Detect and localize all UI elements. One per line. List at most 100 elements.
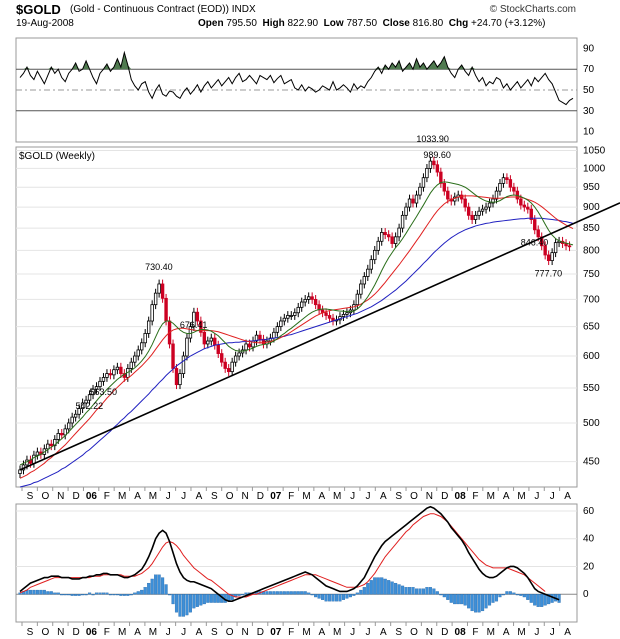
price-annotation: 846.40: [521, 238, 549, 248]
month-tick-label: A: [564, 627, 571, 638]
macd-tick-label: 20: [583, 561, 595, 572]
macd-histogram-bar: [241, 594, 245, 596]
candle-body: [508, 179, 513, 188]
macd-histogram-bar: [282, 591, 286, 595]
macd-histogram-bar: [60, 594, 64, 596]
macd-histogram-bar: [484, 594, 488, 609]
candle-body: [192, 311, 196, 328]
macd-tick-label: 40: [583, 534, 595, 545]
month-tick-label: A: [134, 491, 141, 502]
candle-body: [80, 402, 85, 409]
macd-histogram-bar: [192, 594, 196, 609]
macd-histogram-bar: [126, 594, 130, 596]
candle-body: [146, 320, 151, 334]
candle-body: [91, 388, 95, 396]
candle-body: [425, 167, 429, 179]
candle-body: [244, 343, 248, 351]
month-tick-label: J: [181, 627, 186, 638]
candle-body: [108, 373, 113, 376]
month-tick-label: A: [134, 627, 141, 638]
rsi-tick-label: 30: [583, 106, 595, 117]
high-value: 822.90: [287, 18, 319, 29]
macd-histogram-bar: [265, 591, 269, 595]
macd-histogram-bar: [477, 594, 481, 613]
macd-histogram-bar: [331, 594, 335, 602]
open-value: 795.50: [226, 18, 257, 29]
macd-histogram-bar: [293, 591, 297, 595]
price-tick-label: 800: [583, 245, 600, 256]
candle-body: [286, 315, 290, 319]
month-tick-label: O: [41, 491, 49, 502]
candle-body: [63, 428, 67, 436]
macd-histogram-bar: [143, 587, 147, 595]
candle-body: [213, 337, 217, 346]
candle-body: [77, 408, 81, 415]
price-tick-label: 600: [583, 351, 600, 362]
macd-histogram-bar: [557, 594, 561, 603]
candle-body: [233, 355, 238, 363]
macd-histogram-bar: [77, 594, 81, 596]
month-tick-label: D: [257, 491, 264, 502]
month-tick-label: S: [211, 627, 218, 638]
candle-body: [366, 268, 370, 277]
macd-histogram-bar: [133, 592, 137, 595]
rsi-tick-label: 50: [583, 85, 595, 96]
macd-histogram-bar: [453, 594, 457, 605]
candle-body: [491, 198, 495, 204]
open-label: Open: [198, 18, 224, 29]
candle-body: [393, 236, 398, 244]
macd-histogram-bar: [181, 594, 186, 617]
candle-body: [282, 317, 287, 322]
candle-body: [345, 312, 349, 315]
macd-histogram-bar: [32, 589, 36, 595]
candle-body: [164, 297, 168, 322]
candle-body: [178, 373, 182, 386]
macd-histogram-bar: [268, 591, 272, 595]
macd-histogram-bar: [512, 592, 516, 595]
macd-histogram-bar: [508, 591, 512, 595]
month-tick-label: A: [196, 491, 203, 502]
macd-histogram-bar: [341, 594, 346, 600]
candle-body: [414, 194, 419, 204]
price-tick-label: 950: [583, 182, 600, 193]
candle-body: [407, 198, 412, 208]
macd-histogram-bar: [307, 592, 311, 595]
macd-histogram-bar: [122, 594, 126, 596]
macd-histogram-bar: [359, 589, 363, 595]
macd-panel-frame: [15, 503, 578, 623]
macd-histogram-bar: [202, 594, 206, 605]
month-tick-label: J: [181, 491, 186, 502]
rsi-tick-label: 70: [583, 64, 595, 75]
macd-histogram-bar: [174, 594, 179, 613]
macd-histogram-bar: [279, 591, 283, 595]
candle-body: [296, 306, 300, 314]
price-tick-label: 750: [583, 269, 600, 280]
macd-histogram-bar: [515, 594, 519, 596]
macd-histogram-bar: [414, 588, 419, 595]
candle-body: [115, 366, 120, 371]
candle-body: [66, 422, 71, 430]
candle-body: [543, 245, 547, 256]
month-tick-label: M: [487, 627, 495, 638]
candle-body: [105, 373, 109, 378]
macd-histogram-bar: [53, 592, 57, 595]
candle-body: [498, 182, 502, 192]
candle-body: [237, 352, 241, 357]
candle-body: [223, 361, 227, 369]
month-tick-label: J: [166, 627, 171, 638]
macd-histogram-bar: [67, 594, 71, 596]
price-annotation: 1033.90: [416, 134, 449, 144]
macd-histogram-bar: [467, 594, 471, 609]
candle-body: [390, 236, 394, 244]
macd-histogram-bar: [206, 594, 210, 603]
candle-body: [355, 293, 360, 306]
candle-body: [470, 214, 474, 220]
price-annotation: 542.22: [76, 401, 104, 411]
price-annotation: 777.70: [535, 269, 563, 279]
price-tick-label: 1050: [583, 145, 606, 156]
month-tick-label: M: [333, 627, 341, 638]
macd-histogram-bar: [380, 577, 384, 595]
candle-body: [466, 206, 471, 216]
candle-body: [140, 342, 144, 351]
macd-histogram-bar: [321, 594, 325, 600]
